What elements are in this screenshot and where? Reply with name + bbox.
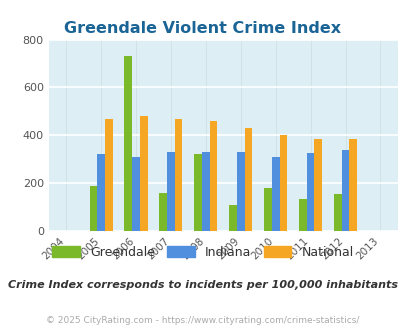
Bar — [167, 152, 174, 231]
Bar — [97, 154, 104, 231]
Bar — [174, 118, 182, 231]
Bar — [279, 135, 286, 231]
Bar — [313, 139, 321, 231]
Bar — [104, 118, 112, 231]
Bar — [271, 157, 279, 231]
Bar — [124, 56, 132, 231]
Bar — [202, 152, 209, 231]
Legend: Greendale, Indiana, National: Greendale, Indiana, National — [52, 246, 353, 258]
Bar — [139, 116, 147, 231]
Bar — [341, 150, 348, 231]
Text: Greendale Violent Crime Index: Greendale Violent Crime Index — [64, 21, 341, 36]
Bar — [209, 121, 217, 231]
Bar — [264, 188, 271, 231]
Bar — [244, 128, 252, 231]
Bar — [229, 205, 237, 231]
Bar — [333, 194, 341, 231]
Bar — [237, 152, 244, 231]
Text: Crime Index corresponds to incidents per 100,000 inhabitants: Crime Index corresponds to incidents per… — [8, 280, 397, 290]
Bar — [90, 185, 97, 231]
Bar — [298, 199, 306, 231]
Bar — [348, 139, 356, 231]
Text: © 2025 CityRating.com - https://www.cityrating.com/crime-statistics/: © 2025 CityRating.com - https://www.city… — [46, 315, 359, 325]
Bar — [159, 193, 167, 231]
Bar — [306, 153, 313, 231]
Bar — [132, 157, 139, 231]
Bar — [194, 154, 202, 231]
